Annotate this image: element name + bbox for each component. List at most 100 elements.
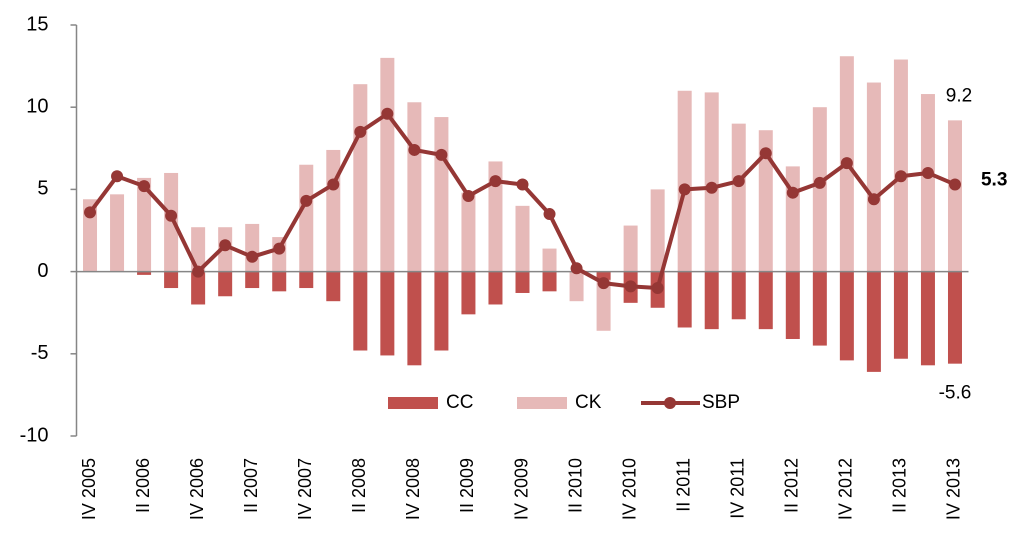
line-marker	[840, 157, 853, 170]
bar	[812, 271, 827, 346]
line-marker	[300, 194, 313, 207]
x-tick-label: II 2011	[673, 458, 693, 512]
bar	[380, 271, 395, 356]
line-marker	[867, 193, 880, 206]
bar	[893, 271, 908, 359]
bar	[488, 271, 503, 305]
legend-label: CK	[575, 392, 602, 413]
y-tick-label: -5	[31, 342, 49, 364]
bar	[758, 130, 773, 272]
line-marker	[570, 262, 583, 275]
x-tick-label: IV 2006	[187, 458, 207, 520]
bar	[569, 271, 584, 302]
x-tick-label: II 2010	[565, 458, 585, 513]
y-tick-label: 15	[26, 13, 48, 35]
bar	[542, 271, 557, 292]
bar	[137, 271, 152, 275]
bar	[596, 271, 611, 280]
bar	[785, 271, 800, 340]
bar	[326, 271, 341, 302]
line-marker	[516, 178, 529, 191]
line-marker	[813, 176, 826, 189]
bar	[110, 194, 125, 272]
x-tick-label: IV 2009	[511, 458, 531, 520]
bar	[812, 107, 827, 272]
legend-label: CC	[446, 392, 473, 413]
y-tick-label: 0	[37, 260, 48, 282]
x-tick-label: II 2013	[890, 458, 910, 513]
bar	[731, 123, 746, 272]
line-marker	[192, 265, 205, 278]
line-marker	[894, 170, 907, 183]
x-tick-label: IV 2010	[619, 458, 639, 520]
line-marker	[948, 178, 961, 191]
bar	[272, 271, 287, 292]
bar	[947, 271, 962, 364]
x-tick-label: II 2007	[241, 458, 261, 513]
data-label: 9.2	[946, 85, 972, 106]
line-marker	[597, 277, 610, 290]
bar	[380, 57, 395, 272]
bar	[866, 82, 881, 272]
bar	[245, 223, 260, 272]
bar	[488, 161, 503, 272]
bar	[839, 271, 854, 361]
bar	[920, 94, 935, 272]
bar	[218, 271, 233, 297]
bar	[83, 199, 98, 272]
bar	[677, 90, 692, 272]
bar	[542, 248, 557, 272]
x-tick-label: II 2009	[457, 458, 477, 513]
bar	[407, 271, 422, 366]
x-tick-label: IV 2005	[79, 458, 99, 520]
bar	[758, 271, 773, 330]
line-marker	[84, 206, 97, 219]
x-tick-label: IV 2008	[403, 458, 423, 520]
line-marker	[273, 242, 286, 255]
bar	[164, 172, 179, 272]
line-marker	[651, 282, 664, 295]
bar	[461, 271, 476, 315]
line-marker	[705, 181, 718, 194]
y-tick-label: 10	[26, 95, 48, 117]
legend-marker	[664, 397, 676, 409]
line-marker	[327, 178, 340, 191]
bar	[677, 271, 692, 328]
line-marker	[138, 180, 151, 193]
bar	[326, 149, 341, 272]
bar	[461, 192, 476, 272]
bar	[947, 120, 962, 272]
bar	[245, 271, 260, 289]
line-marker	[678, 183, 691, 196]
line-marker	[111, 170, 124, 183]
legend-label: SBP	[702, 392, 740, 413]
line-marker	[219, 239, 232, 252]
line-marker	[489, 175, 502, 188]
x-tick-label: II 2012	[782, 458, 802, 513]
x-tick-label: IV 2013	[944, 458, 964, 520]
line-marker	[921, 166, 934, 179]
bar	[515, 205, 530, 272]
x-tick-label: II 2008	[349, 458, 369, 513]
bar	[731, 271, 746, 320]
bar	[893, 59, 908, 272]
line-marker	[624, 280, 637, 293]
bar	[515, 271, 530, 293]
line-marker	[435, 148, 448, 161]
line-marker	[381, 107, 394, 120]
legend-swatch	[517, 397, 567, 409]
line-marker	[408, 143, 421, 156]
bar	[650, 189, 665, 272]
line-marker	[543, 208, 556, 221]
line-marker	[462, 189, 475, 202]
bar	[920, 271, 935, 366]
x-tick-label: IV 2011	[727, 458, 747, 519]
x-tick-label: II 2006	[133, 458, 153, 513]
bar	[299, 164, 314, 272]
bar	[164, 271, 179, 289]
bar	[623, 225, 638, 272]
bar	[353, 84, 368, 272]
line-marker	[786, 186, 799, 199]
bar	[299, 271, 314, 289]
